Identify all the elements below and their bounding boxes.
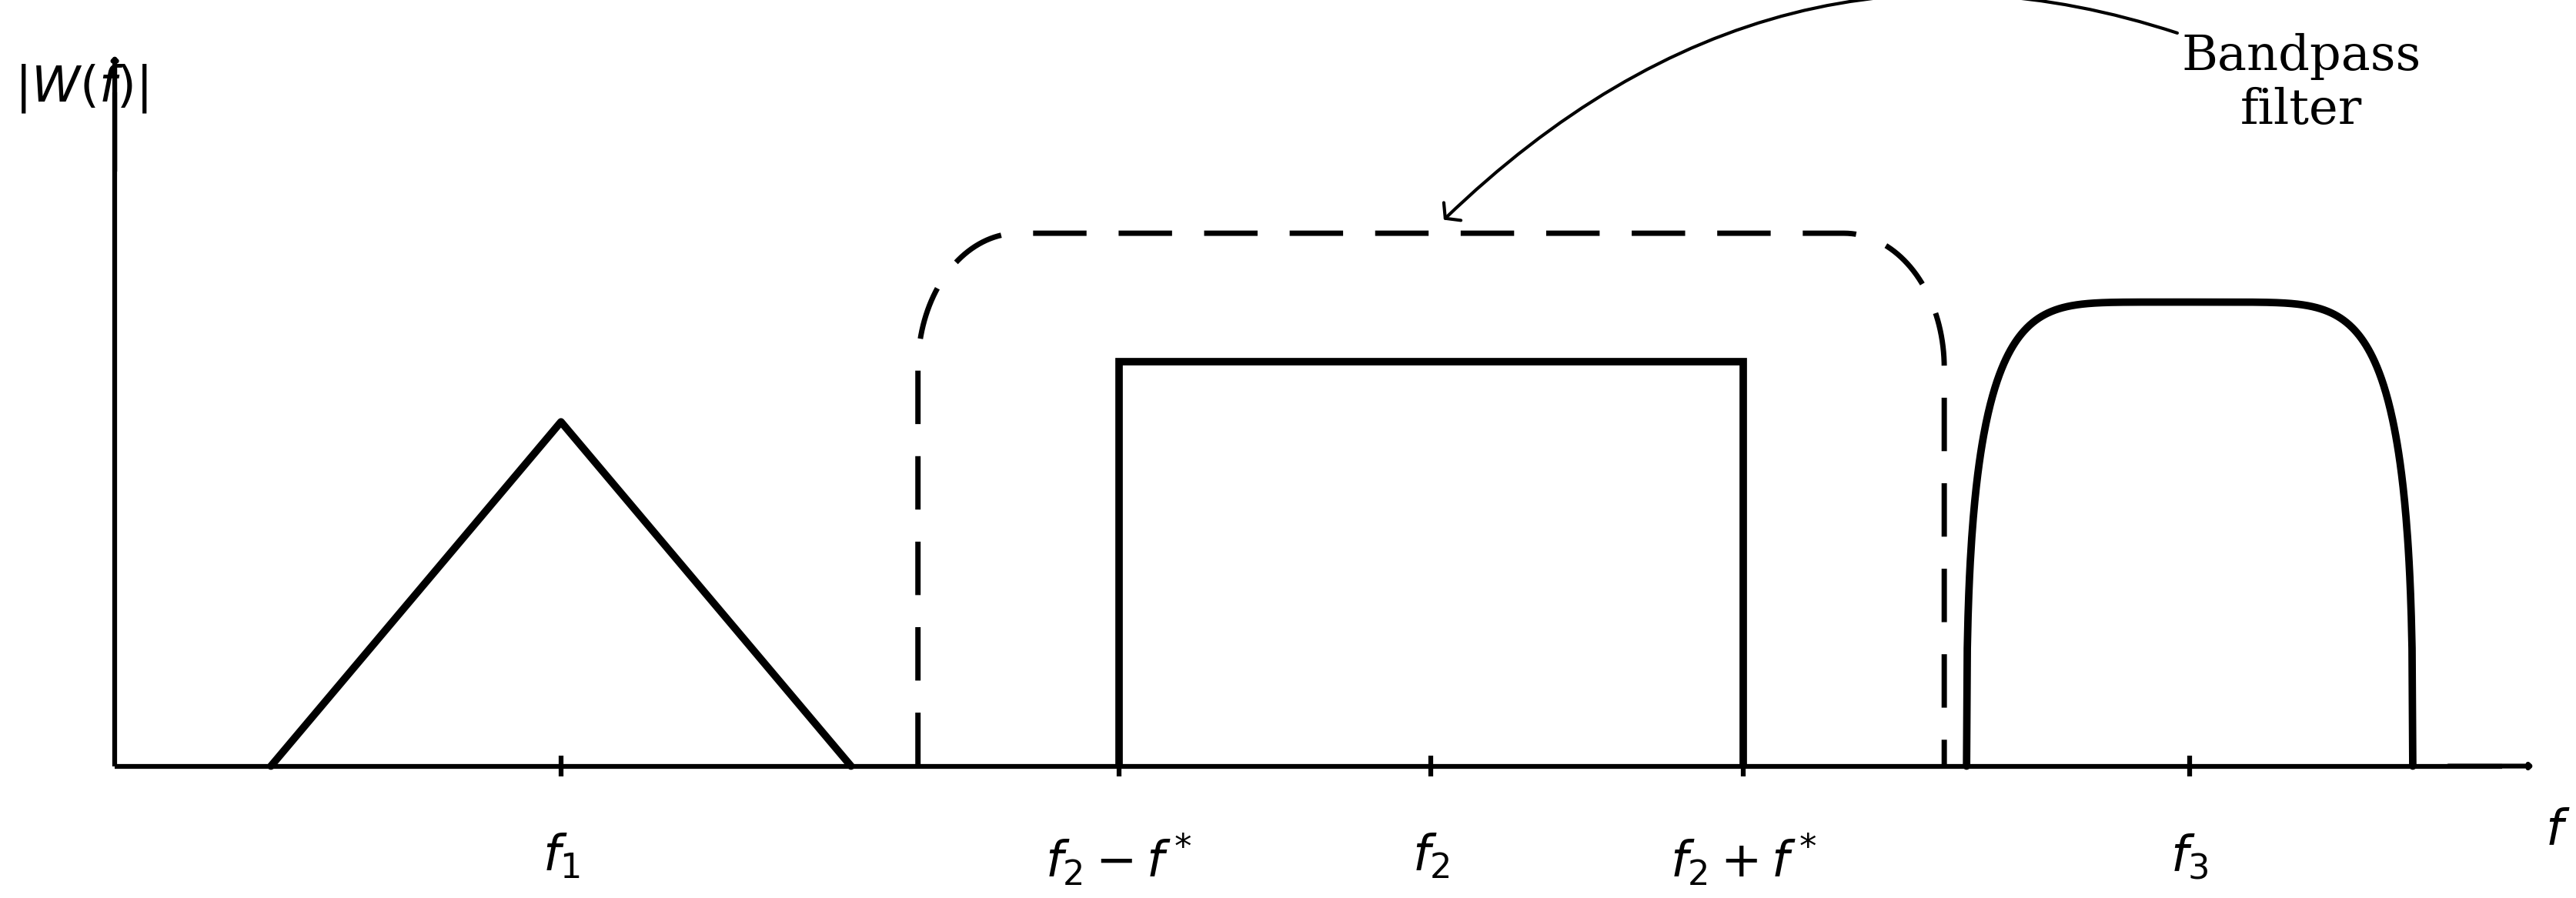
- Text: $f_2 - f^*$: $f_2 - f^*$: [1046, 832, 1193, 887]
- Text: $|W(f)|$: $|W(f)|$: [15, 63, 147, 115]
- Text: $f$: $f$: [2545, 808, 2571, 855]
- Text: $f_2$: $f_2$: [1412, 832, 1450, 881]
- Text: $f_3$: $f_3$: [2172, 832, 2208, 881]
- Text: $f_2 + f^*$: $f_2 + f^*$: [1669, 832, 1816, 887]
- Text: $f_1$: $f_1$: [541, 832, 580, 881]
- Text: Bandpass
filter: Bandpass filter: [1443, 0, 2421, 220]
